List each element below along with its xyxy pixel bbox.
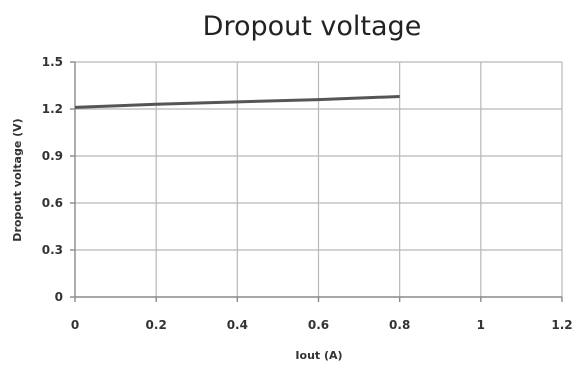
y-tick-label-1: 0.3 [42, 243, 63, 257]
x-tick-label-0: 0 [71, 318, 79, 332]
series-line-0 [74, 95, 400, 109]
x-tick-label-6: 1.2 [551, 318, 572, 332]
tick-labels: 0 0.3 0.6 0.9 1.2 1.5 0 0.2 0.4 0.6 0.8 1 1.2 [42, 55, 573, 332]
y-tick-label-3: 0.9 [42, 149, 63, 163]
y-tick-label-4: 1.2 [42, 102, 63, 116]
y-tick-label-5: 1.5 [42, 55, 63, 69]
x-axis-title: Iout (A) [295, 349, 342, 362]
series [74, 95, 400, 109]
x-tick-label-1: 0.2 [146, 318, 167, 332]
gridlines [75, 61, 563, 297]
x-tick-label-4: 0.8 [389, 318, 410, 332]
x-tick-label-3: 0.6 [308, 318, 329, 332]
chart-title: Dropout voltage [203, 11, 422, 42]
y-axis-title: Dropout voltage (V) [11, 118, 24, 241]
x-tick-label-2: 0.4 [227, 318, 248, 332]
x-tick-label-5: 1 [477, 318, 485, 332]
y-tick-label-0: 0 [55, 290, 63, 304]
axes [70, 61, 563, 302]
y-tick-label-2: 0.6 [42, 196, 63, 210]
